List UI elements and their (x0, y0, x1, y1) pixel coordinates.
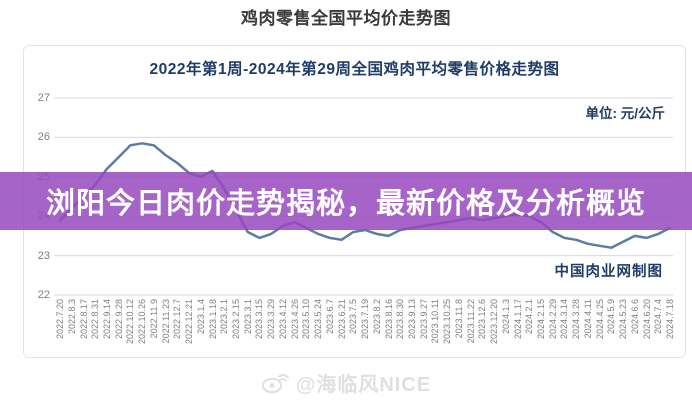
x-tick-label: 2023.10.25 (442, 299, 453, 345)
x-tick-label: 2023.3.15 (254, 299, 265, 340)
x-tick-label: 2023.8.16 (383, 299, 394, 340)
x-tick-label: 2024.5.23 (618, 299, 629, 340)
x-tick-label: 2023.5.24 (313, 299, 324, 340)
x-tick-label: 2023.11.22 (465, 299, 476, 344)
x-tick-label: 2023.7.5 (348, 299, 359, 335)
x-tick-label: 2023.4.26 (289, 299, 300, 340)
x-tick-label: 2023.1.18 (207, 299, 218, 340)
credit-label: 中国肉业网制图 (554, 264, 663, 280)
x-tick-label: 2024.6.20 (641, 299, 652, 340)
x-tick-label: 2022.7.20 (55, 299, 65, 340)
weibo-icon (261, 373, 289, 393)
x-tick-label: 2022.8.3 (66, 299, 77, 335)
x-tick-label: 2024.7.4 (653, 299, 664, 335)
x-tick-label: 2023.4.12 (277, 299, 288, 340)
x-tick-label: 2023.11.8 (453, 299, 464, 339)
x-tick-label: 2024.1.17 (512, 299, 523, 340)
x-tick-label: 2023.6.7 (324, 299, 335, 335)
x-tick-label: 2022.12.7 (172, 299, 183, 340)
x-tick-label: 2024.3.28 (571, 299, 582, 340)
x-tick-label: 2022.9.14 (101, 299, 112, 340)
x-tick-label: 2023.9.13 (406, 299, 417, 340)
x-tick-label: 2022.10.26 (137, 299, 148, 345)
x-tick-label: 2022.11.9 (148, 299, 159, 339)
x-tick-label: 2023.10.11 (430, 299, 441, 344)
price-line (58, 142, 672, 249)
x-tick-label: 2024.1.3 (500, 299, 511, 335)
x-tick-label: 2022.8.31 (90, 299, 101, 340)
x-tick-label: 2024.2.15 (536, 299, 546, 340)
x-tick-label: 2023.5.10 (301, 299, 312, 340)
x-tick-label: 2023.8.30 (395, 299, 406, 340)
x-tick-label: 2022.12.21 (184, 299, 194, 345)
y-tick-label: 23 (37, 249, 50, 262)
x-tick-label: 2023.3.1 (242, 299, 253, 335)
page-title: 鸡肉零售全国平均价走势图 (241, 9, 451, 28)
chart-title: 2022年第1周-2024年第29周全国鸡肉平均零售价格走势图 (149, 61, 560, 78)
x-tick-label: 2023.6.21 (336, 299, 347, 340)
watermark: @海临风NICE (0, 367, 692, 397)
x-tick-label: 2023.7.19 (360, 299, 370, 340)
x-tick-label: 2023.8.2 (371, 299, 382, 335)
x-tick-label: 2023.9.27 (418, 299, 429, 340)
banner-text: 浏阳今日肉价走势揭秘，最新价格及分析概览 (45, 188, 646, 220)
x-tick-label: 2024.3.14 (559, 299, 570, 340)
x-tick-label: 2024.4.11 (582, 299, 593, 339)
x-tick-label: 2023.1.4 (195, 299, 206, 335)
x-tick-label: 2023.12.20 (489, 299, 499, 345)
y-tick-label: 26 (37, 131, 50, 144)
x-tick-label: 2022.9.28 (113, 299, 124, 340)
x-tick-label: 2024.7.18 (665, 299, 675, 340)
x-tick-label: 2022.11.23 (160, 299, 171, 344)
y-tick-label: 22 (37, 289, 50, 301)
x-tick-label: 2024.2.1 (524, 299, 535, 335)
watermark-text: @海临风NICE (295, 373, 432, 396)
y-tick-label: 27 (37, 92, 50, 104)
x-tick-label: 2022.10.12 (125, 299, 136, 345)
x-tick-label: 2024.2.29 (547, 299, 558, 340)
x-tick-label: 2024.5.9 (606, 299, 617, 335)
x-tick-label: 2024.6.6 (629, 299, 640, 335)
overlay-banner: 浏阳今日肉价走势揭秘，最新价格及分析概览 (0, 172, 692, 230)
x-tick-label: 2024.4.25 (594, 299, 605, 340)
x-tick-label: 2023.3.29 (266, 299, 277, 340)
x-tick-label: 2023.2.1 (219, 299, 230, 335)
x-tick-label: 2023.2.15 (231, 299, 241, 340)
x-tick-label: 2022.8.17 (78, 299, 89, 340)
x-tick-label: 2023.12.6 (477, 299, 488, 340)
unit-label: 单位: 元/公斤 (585, 106, 666, 121)
